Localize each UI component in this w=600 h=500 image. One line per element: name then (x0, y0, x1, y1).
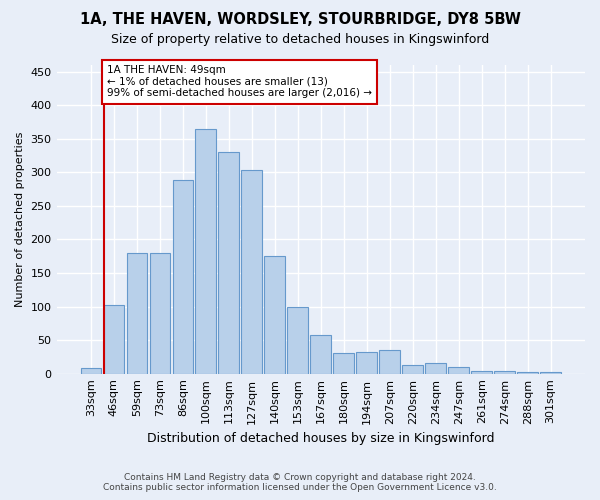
Bar (149, 253, 170, 374)
Bar (540, 372, 561, 374)
Bar (287, 306, 308, 374)
Bar (472, 371, 492, 374)
Bar (265, 256, 285, 374)
Bar (104, 304, 124, 374)
Bar (80, 368, 101, 374)
Y-axis label: Number of detached properties: Number of detached properties (15, 132, 25, 307)
Bar (310, 336, 331, 374)
Bar (403, 365, 423, 374)
Bar (425, 363, 446, 374)
Bar (494, 371, 515, 374)
Bar (173, 180, 193, 374)
X-axis label: Distribution of detached houses by size in Kingswinford: Distribution of detached houses by size … (147, 432, 494, 445)
Text: Size of property relative to detached houses in Kingswinford: Size of property relative to detached ho… (111, 32, 489, 46)
Bar (127, 253, 147, 374)
Bar (517, 372, 538, 374)
Bar (356, 352, 377, 374)
Bar (448, 367, 469, 374)
Bar (241, 170, 262, 374)
Text: Contains HM Land Registry data © Crown copyright and database right 2024.
Contai: Contains HM Land Registry data © Crown c… (103, 473, 497, 492)
Bar (218, 152, 239, 374)
Text: 1A THE HAVEN: 49sqm
← 1% of detached houses are smaller (13)
99% of semi-detache: 1A THE HAVEN: 49sqm ← 1% of detached hou… (107, 65, 372, 98)
Bar (334, 353, 354, 374)
Bar (196, 128, 216, 374)
Text: 1A, THE HAVEN, WORDSLEY, STOURBRIDGE, DY8 5BW: 1A, THE HAVEN, WORDSLEY, STOURBRIDGE, DY… (80, 12, 520, 28)
Bar (379, 350, 400, 374)
